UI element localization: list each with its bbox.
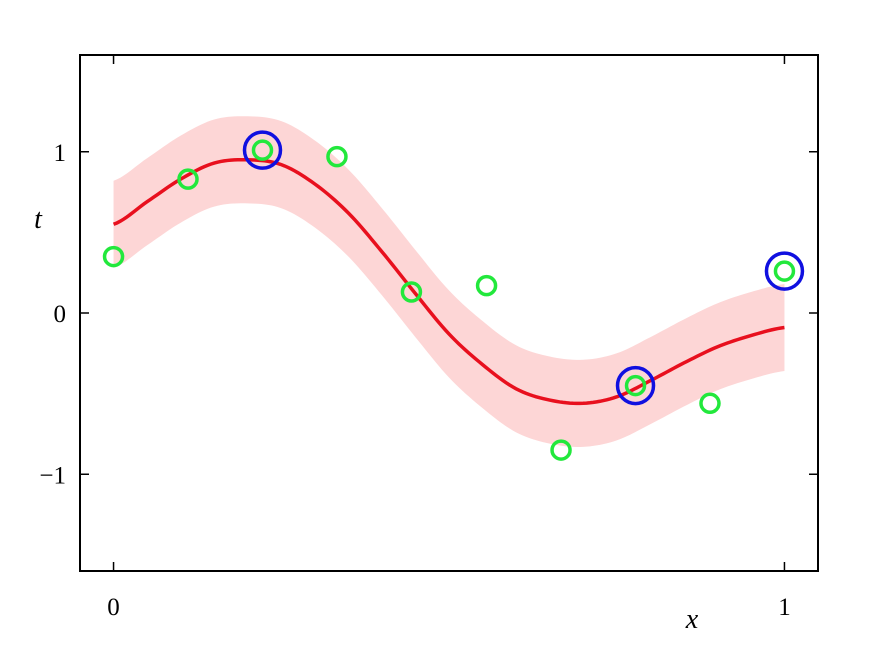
x-tick-label: 0 — [107, 594, 120, 621]
data-point — [177, 168, 199, 190]
data-point — [400, 281, 423, 303]
uncertainty-band-layer — [113, 116, 785, 447]
plot-area — [102, 116, 805, 461]
data-point — [773, 260, 796, 282]
x-tick-label: 1 — [778, 594, 791, 621]
y-tick-label: 1 — [54, 140, 67, 167]
mean-line-layer — [112, 157, 785, 406]
tick-labels: 0 1 −1 0 1 — [39, 140, 790, 621]
data-point — [550, 439, 572, 461]
data-points-layer — [102, 139, 796, 461]
support-vector-marker — [242, 130, 283, 170]
data-point — [326, 145, 348, 168]
data-point — [624, 374, 647, 397]
data-point — [251, 139, 274, 161]
y-tick-label: −1 — [39, 462, 66, 489]
y-tick-label: 0 — [54, 301, 67, 328]
x-axis-label: x — [685, 604, 699, 635]
support-vector-marker — [615, 365, 656, 406]
data-point — [102, 245, 125, 268]
y-axis-label: t — [34, 204, 43, 235]
support-vectors-layer — [242, 130, 805, 406]
uncertainty-band — [113, 116, 785, 447]
mean-prediction-line — [112, 157, 785, 406]
data-point — [475, 274, 498, 297]
support-vector-marker — [764, 251, 805, 291]
axis-ticks — [80, 55, 818, 571]
data-point — [699, 392, 721, 415]
